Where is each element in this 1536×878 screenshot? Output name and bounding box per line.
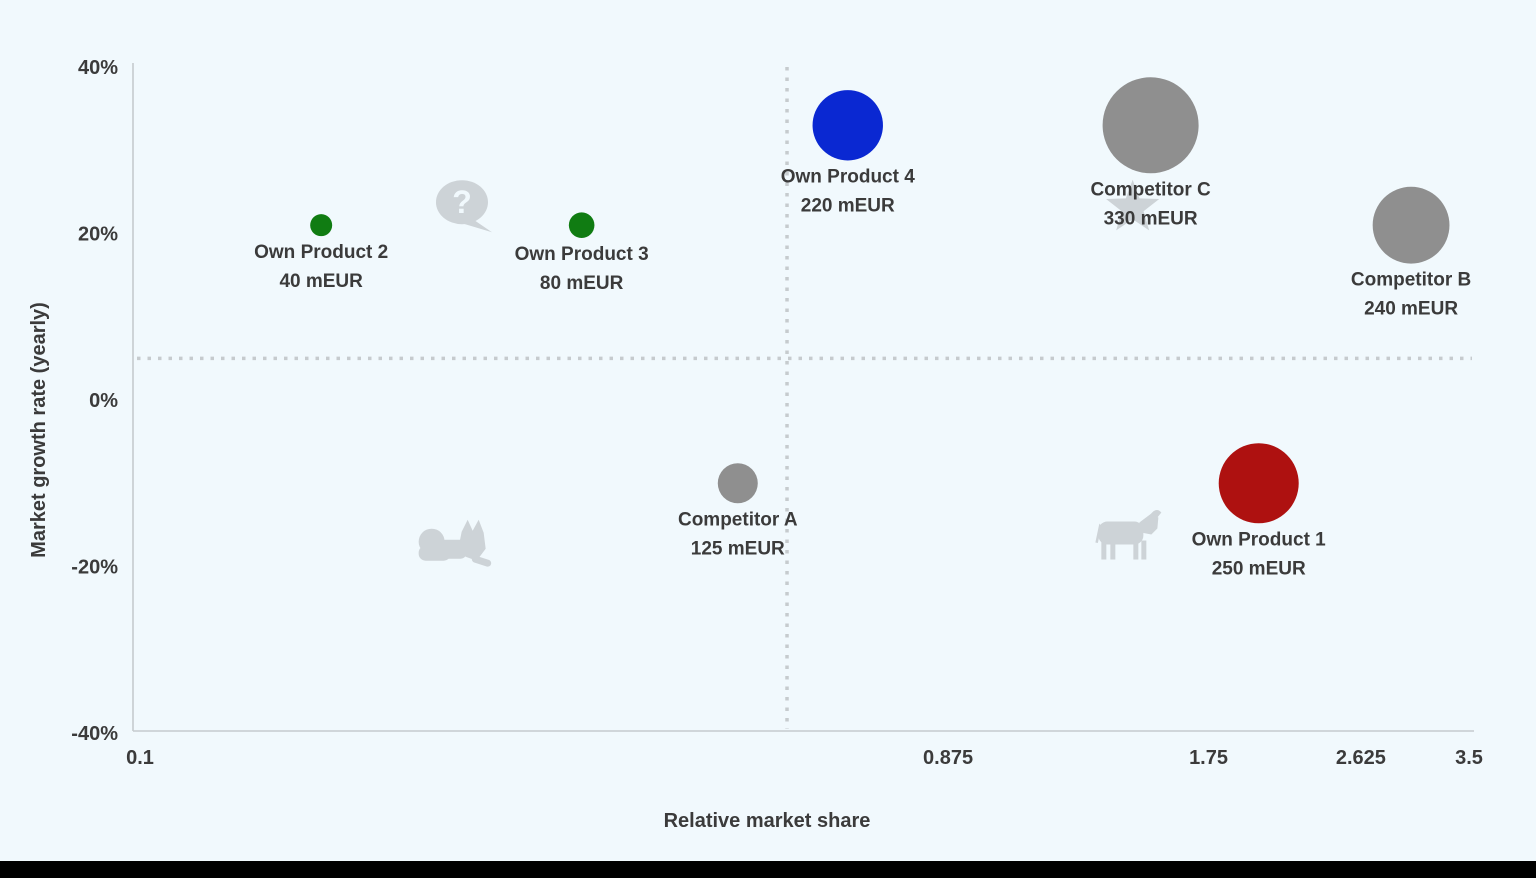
bubble-own xyxy=(310,214,333,237)
tick-labels: 40% 20% 0% -20% -40% 0.1 0.875 1.75 2.625 3.5 xyxy=(71,57,1483,769)
bubble-label-value: 240 mEUR xyxy=(1364,299,1458,320)
y-tick-label: -20% xyxy=(71,557,118,579)
bubble-label-value: 80 mEUR xyxy=(540,273,624,294)
bubble-label-name: Own Product 1 xyxy=(1192,529,1327,550)
bubbles xyxy=(310,77,1450,524)
bubble-label-name: Competitor C xyxy=(1090,179,1211,200)
bubble-own xyxy=(1218,443,1299,524)
bubble-competitor xyxy=(717,463,758,504)
cow-body xyxy=(1098,521,1144,545)
y-tick-label: 0% xyxy=(89,390,118,412)
bubble-label-name: Own Product 2 xyxy=(254,242,388,263)
y-axis-title: Market growth rate (yearly) xyxy=(28,302,50,558)
star-icon xyxy=(1106,179,1160,231)
dog-icon xyxy=(418,519,492,567)
cow-icon xyxy=(1095,509,1162,560)
bubble-competitor xyxy=(1102,77,1199,174)
bubble-own xyxy=(568,212,595,238)
bubble-labels: Own Product 2 40 mEUR Own Product 3 80 mEUR… xyxy=(254,166,1471,579)
bubble-label-name: Own Product 4 xyxy=(781,166,916,187)
bubble-label-value: 40 mEUR xyxy=(279,271,363,292)
x-tick-label: 2.625 xyxy=(1336,747,1386,769)
question-glyph: ? xyxy=(452,184,472,220)
bubble-label-value: 250 mEUR xyxy=(1212,558,1306,579)
bubble-label-name: Own Product 3 xyxy=(515,244,649,265)
x-tick-label: 3.5 xyxy=(1455,747,1483,769)
cow-leg xyxy=(1141,540,1147,560)
x-tick-label: 0.875 xyxy=(923,747,973,769)
axes xyxy=(132,63,1474,732)
cow-leg xyxy=(1101,540,1107,560)
y-tick-label: -40% xyxy=(71,723,118,745)
dog-head xyxy=(459,519,486,561)
bubble-competitor xyxy=(1372,186,1450,264)
y-tick-label: 20% xyxy=(78,224,118,246)
dog-body-mid xyxy=(439,539,467,559)
cow-leg xyxy=(1133,540,1139,560)
question-bubble-shape xyxy=(435,180,488,225)
bubble-label-value: 220 mEUR xyxy=(801,195,895,216)
cow-horn xyxy=(1150,509,1162,518)
x-tick-label: 0.1 xyxy=(126,747,154,769)
cow-tail xyxy=(1095,523,1102,544)
bubble-label-value: 330 mEUR xyxy=(1104,208,1198,229)
bottom-letterbox-bar xyxy=(0,861,1536,878)
cow-head xyxy=(1139,513,1159,535)
x-axis-title: Relative market share xyxy=(664,810,871,832)
y-tick-label: 40% xyxy=(78,57,118,79)
cow-leg xyxy=(1110,540,1116,560)
x-tick-label: 1.75 xyxy=(1189,747,1228,769)
bubble-label-name: Competitor A xyxy=(678,509,798,530)
bubble-label-value: 125 mEUR xyxy=(691,538,785,559)
question-mark-icon: ? xyxy=(435,180,492,233)
dog-paw xyxy=(471,555,492,567)
bubble-label-name: Competitor B xyxy=(1351,270,1471,291)
quadrant-dividers xyxy=(137,67,1472,729)
quadrant-icons: ? xyxy=(418,179,1162,567)
question-bubble-tail xyxy=(461,217,492,233)
star-shape xyxy=(1106,179,1160,231)
bubble-own xyxy=(812,90,883,161)
